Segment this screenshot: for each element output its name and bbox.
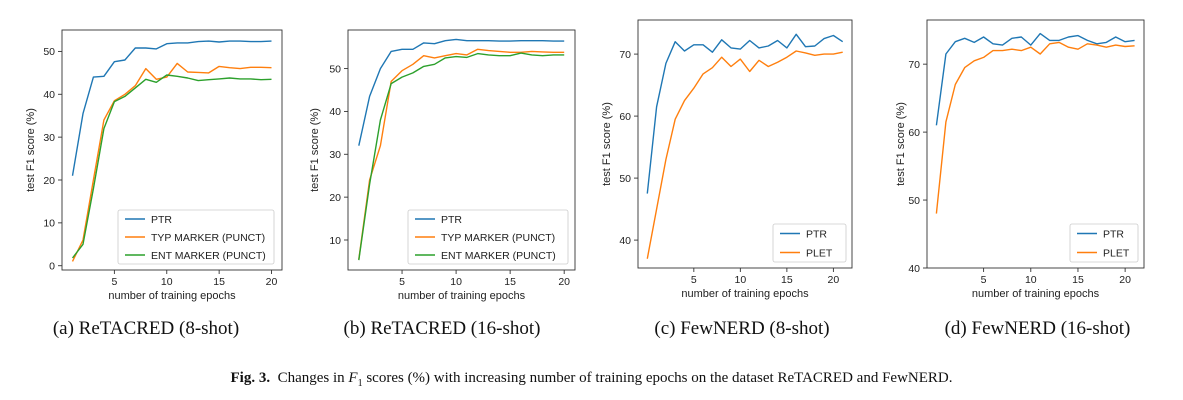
y-tick-label: 60 (619, 111, 631, 123)
y-tick-label: 10 (43, 218, 55, 230)
caption-c: (c) FewNERD (8-shot) (654, 318, 830, 339)
legend-label: TYP MARKER (PUNCT) (151, 232, 265, 244)
y-tick-label: 20 (329, 192, 341, 204)
x-tick-label: 20 (558, 276, 570, 288)
caption-b: (b) ReTACRED (16-shot) (343, 318, 541, 339)
x-tick-label: 15 (504, 276, 516, 288)
series-line-ent-marker-punct (358, 52, 565, 261)
legend-label: ENT MARKER (PUNCT) (441, 250, 556, 262)
x-axis-label: number of training epochs (681, 288, 809, 300)
caption-d: (d) FewNERD (16-shot) (944, 318, 1131, 339)
y-tick-label: 70 (908, 59, 920, 71)
series-line-ptr (358, 38, 565, 146)
series-line-ptr (71, 40, 272, 176)
chart-a: 5 10 15 20 0 10 20 30 40 50 number of training epo… (25, 29, 283, 302)
x-tick-label: 5 (981, 274, 987, 286)
series-line-typ-marker-punct (71, 62, 272, 262)
caption-a: (a) ReTACRED (8-shot) (52, 318, 240, 339)
x-tick-label: 10 (161, 276, 173, 288)
legend-label: PLET (1103, 247, 1130, 259)
y-tick-label: 10 (329, 235, 341, 247)
x-axis-label: number of training epochs (972, 288, 1100, 300)
legend-box (407, 209, 569, 265)
chart-c: 5 10 15 20 40 50 60 70 number of training epochs… (601, 19, 853, 300)
y-tick-label: 0 (49, 261, 55, 273)
figure-caption: Fig. 3. Changes in F1 scores (%) with in… (0, 370, 1183, 389)
chart-b: 5 10 15 20 10 20 30 40 50 number of training epoc… (309, 29, 576, 302)
y-axis-label: test F1 score (%) (25, 108, 37, 192)
legend-box (117, 209, 275, 265)
caption-text-after: scores (%) with increasing number of tra… (362, 370, 953, 386)
figure-label: Fig. 3. (230, 370, 271, 386)
series-line-ptr (646, 33, 844, 194)
y-tick-label: 70 (619, 49, 631, 61)
legend-label: PLET (806, 247, 833, 259)
y-tick-label: 30 (329, 149, 341, 161)
x-tick-label: 10 (735, 274, 747, 286)
y-tick-label: 50 (619, 173, 631, 185)
legend-label: PTR (806, 228, 827, 240)
f1-symbol: F (348, 370, 358, 386)
x-axis-label: number of training epochs (108, 290, 236, 302)
x-tick-label: 5 (111, 276, 117, 288)
x-tick-label: 20 (828, 274, 840, 286)
x-tick-label: 20 (266, 276, 278, 288)
panel-d: 5 10 15 20 40 50 60 70 number of training epochs… (892, 0, 1183, 360)
legend-label: PTR (441, 214, 462, 226)
series-line-plet (935, 41, 1135, 214)
legend-label: TYP MARKER (PUNCT) (441, 232, 555, 244)
legend-label: PTR (1103, 228, 1124, 240)
x-tick-label: 5 (691, 274, 697, 286)
y-tick-label: 50 (43, 46, 55, 58)
plot-frame (61, 29, 283, 271)
caption-text-before: Changes in (277, 370, 349, 386)
x-tick-label: 10 (450, 276, 462, 288)
x-axis-label: number of training epochs (398, 290, 526, 302)
plot-frame (637, 19, 853, 269)
x-tick-label: 15 (213, 276, 225, 288)
y-tick-label: 50 (908, 195, 920, 207)
series-line-ent-marker-punct (71, 74, 272, 259)
y-axis-label: test F1 score (%) (601, 102, 613, 186)
x-tick-label: 10 (1025, 274, 1037, 286)
y-tick-label: 40 (908, 263, 920, 275)
series-line-ptr (935, 32, 1135, 126)
x-tick-label: 20 (1119, 274, 1131, 286)
y-tick-label: 60 (908, 127, 920, 139)
x-tick-label: 15 (1072, 274, 1084, 286)
panel-b: 5 10 15 20 10 20 30 40 50 number of training epoc… (292, 0, 592, 360)
legend-label: PTR (151, 214, 172, 226)
panel-c: 5 10 15 20 40 50 60 70 number of training epochs… (592, 0, 892, 360)
chart-d: 5 10 15 20 40 50 60 70 number of training epochs… (895, 19, 1145, 300)
y-tick-label: 30 (43, 132, 55, 144)
y-axis-label: test F1 score (%) (895, 102, 907, 186)
y-tick-label: 40 (329, 106, 341, 118)
legend-label: ENT MARKER (PUNCT) (151, 250, 266, 262)
y-tick-label: 40 (43, 89, 55, 101)
x-tick-label: 15 (781, 274, 793, 286)
y-tick-label: 50 (329, 63, 341, 75)
plot-frame (347, 29, 576, 271)
panel-a: 5 10 15 20 0 10 20 30 40 50 number of training epo… (0, 0, 292, 360)
y-tick-label: 40 (619, 235, 631, 247)
series-line-plet (646, 50, 843, 259)
x-tick-label: 5 (399, 276, 405, 288)
series-line-typ-marker-punct (358, 48, 565, 260)
f1-subscript: 1 (357, 378, 363, 389)
y-axis-label: test F1 score (%) (309, 108, 321, 192)
y-tick-label: 20 (43, 175, 55, 187)
plot-frame (926, 19, 1145, 269)
